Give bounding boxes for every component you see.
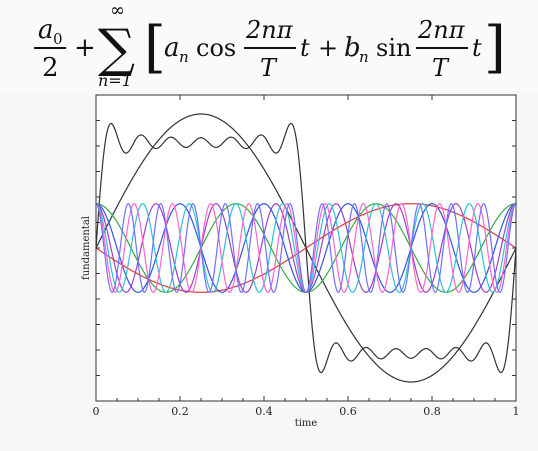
formula-t1: t bbox=[300, 34, 310, 62]
x-tick-label: 1 bbox=[513, 405, 520, 418]
x-tick-label: 0.6 bbox=[339, 405, 357, 418]
series-layer bbox=[95, 113, 517, 383]
y-axis-label: fundamental bbox=[81, 216, 92, 280]
fourier-plot: 0 0.2 0.4 0.6 0.8 1 time fundamental bbox=[0, 90, 538, 451]
formula-cos: cos bbox=[196, 34, 236, 62]
formula-plus: + bbox=[74, 33, 96, 63]
formula-an: a bbox=[164, 33, 180, 63]
formula-bn: b bbox=[344, 33, 361, 63]
x-tick-label: 0.8 bbox=[423, 405, 441, 418]
formula-fraction2-numerator: 2nπ bbox=[417, 16, 466, 44]
x-axis-label: time bbox=[295, 418, 318, 429]
formula-sum-lower: n=1 bbox=[98, 71, 132, 90]
series-line-harmonic-1 bbox=[95, 203, 517, 293]
fourier-series-formula: a 0 2 + ∞ ∑ n=1 [ a n cos 2nπ T t + b n … bbox=[34, 0, 506, 90]
formula-right-bracket: ] bbox=[484, 15, 506, 80]
formula-plus-2: + bbox=[318, 34, 338, 62]
formula-an-subscript: n bbox=[179, 48, 189, 66]
formula-t2: t bbox=[472, 34, 482, 62]
x-tick-label: 0.4 bbox=[255, 405, 273, 418]
formula-a0-subscript: 0 bbox=[53, 30, 63, 48]
series-line-harmonic-13 bbox=[95, 202, 517, 294]
formula-sum-sign: ∑ bbox=[98, 19, 135, 79]
formula-fraction1-numerator: 2nπ bbox=[245, 16, 294, 44]
formula-fraction2-denominator: T bbox=[432, 54, 450, 82]
formula-denominator-2: 2 bbox=[42, 53, 59, 83]
formula-fraction1-denominator: T bbox=[260, 54, 278, 82]
x-tick-label: 0 bbox=[93, 405, 100, 418]
formula-left-bracket: [ bbox=[144, 15, 166, 80]
x-tick-label: 0.2 bbox=[171, 405, 189, 418]
formula-sum-upper: ∞ bbox=[110, 0, 125, 21]
formula-a0: a bbox=[38, 15, 54, 45]
formula-sin: sin bbox=[376, 34, 411, 62]
tick-layer: 0 0.2 0.4 0.6 0.8 1 bbox=[93, 94, 520, 418]
formula-bn-subscript: n bbox=[359, 48, 369, 66]
